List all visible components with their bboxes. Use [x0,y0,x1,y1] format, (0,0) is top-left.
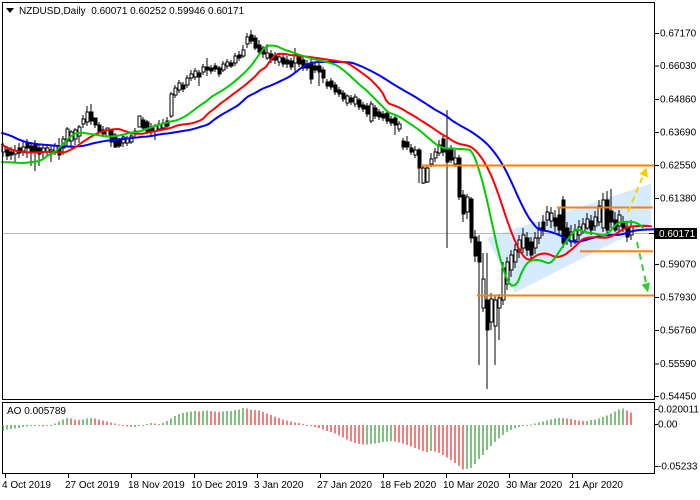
svg-text:0.61380: 0.61380 [660,194,697,205]
svg-text:0.62550: 0.62550 [660,161,697,172]
svg-text:0.56760: 0.56760 [660,326,697,337]
svg-text:0.57930: 0.57930 [660,293,697,304]
svg-text:4 Oct 2019: 4 Oct 2019 [2,480,51,491]
svg-text:-0.05233: -0.05233 [658,462,698,473]
svg-text:AO 0.005789: AO 0.005789 [7,406,66,417]
svg-text:18 Nov 2019: 18 Nov 2019 [128,480,185,491]
svg-text:3 Jan 2020: 3 Jan 2020 [254,480,304,491]
svg-text:0.020011: 0.020011 [658,405,699,416]
svg-text:0.00: 0.00 [658,420,678,431]
svg-text:NZDUSD,Daily 0.60071 0.60252: NZDUSD,Daily 0.60071 0.60252 0.59946 0.6… [19,6,245,17]
svg-text:10 Mar 2020: 10 Mar 2020 [443,480,500,491]
svg-text:0.64860: 0.64860 [660,95,697,106]
svg-text:18 Feb 2020: 18 Feb 2020 [380,480,437,491]
svg-text:21 Apr 2020: 21 Apr 2020 [569,480,623,491]
svg-text:27 Oct 2019: 27 Oct 2019 [65,480,120,491]
svg-text:10 Dec 2019: 10 Dec 2019 [191,480,248,491]
svg-text:0.63690: 0.63690 [660,128,697,139]
svg-text:30 Mar 2020: 30 Mar 2020 [506,480,563,491]
svg-text:0.54450: 0.54450 [660,392,697,403]
svg-text:0.59070: 0.59070 [660,260,697,271]
svg-text:0.67170: 0.67170 [660,29,697,40]
svg-text:0.60171: 0.60171 [659,229,696,240]
svg-text:0.66030: 0.66030 [660,61,697,72]
svg-text:27 Jan 2020: 27 Jan 2020 [317,480,372,491]
svg-text:0.55590: 0.55590 [660,359,697,370]
